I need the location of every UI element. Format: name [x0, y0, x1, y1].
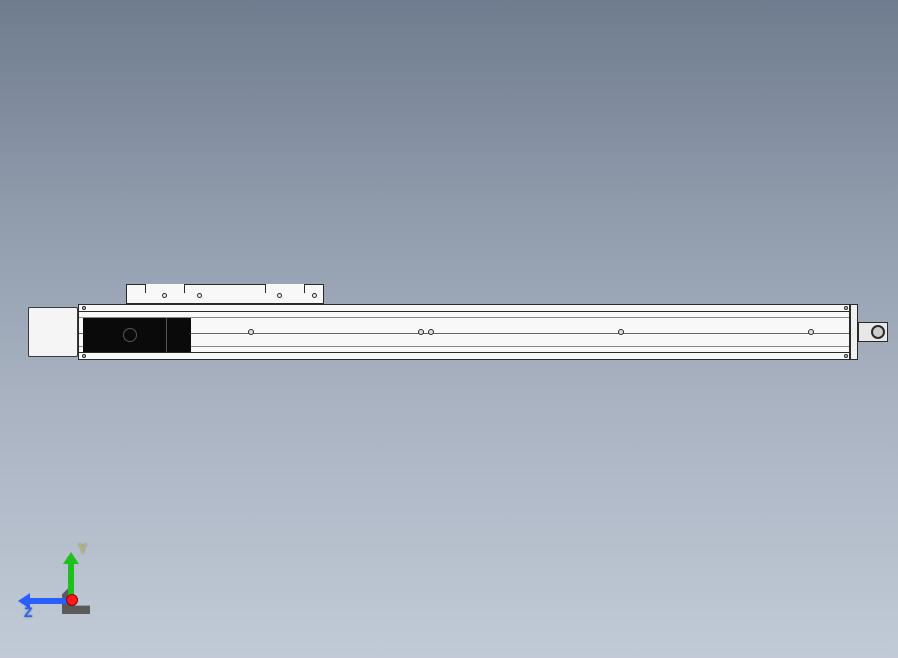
- bracket-notch: [145, 284, 185, 293]
- bracket-hole: [197, 293, 202, 298]
- cad-3d-viewport[interactable]: Y Z: [0, 0, 898, 658]
- z-axis-arrow[interactable]: [28, 598, 68, 604]
- view-axis-triad[interactable]: Y Z: [28, 540, 108, 620]
- shaft-coupler: [858, 322, 888, 342]
- carriage-slot: [166, 318, 191, 352]
- linear-rail-body: [78, 304, 850, 360]
- corner-screw: [82, 354, 86, 358]
- carriage-block: [83, 318, 191, 352]
- rail-mount-hole: [248, 329, 254, 335]
- rail-center-line: [79, 333, 849, 334]
- rail-edge-line: [79, 352, 849, 353]
- rail-mount-hole: [618, 329, 624, 335]
- assembly-model[interactable]: [28, 282, 888, 362]
- bracket-hole: [312, 293, 317, 298]
- bracket-hole: [162, 293, 167, 298]
- z-axis-label: Z: [24, 604, 33, 620]
- coupler-ring: [871, 325, 885, 339]
- corner-screw: [844, 354, 848, 358]
- carriage-bore: [123, 328, 137, 342]
- bracket-hole: [277, 293, 282, 298]
- corner-screw: [82, 306, 86, 310]
- rail-mount-hole: [428, 329, 434, 335]
- rail-mount-hole: [808, 329, 814, 335]
- x-axis-origin-dot[interactable]: [66, 594, 78, 606]
- rail-edge-line: [79, 311, 849, 312]
- rail-channel: [79, 317, 849, 347]
- rail-mount-hole: [418, 329, 424, 335]
- motor-block: [28, 307, 78, 357]
- rail-end-cap: [850, 304, 858, 360]
- carriage-bracket: [126, 284, 324, 304]
- corner-screw: [844, 306, 848, 310]
- bracket-notch: [265, 284, 305, 293]
- y-axis-label: Y: [78, 540, 87, 556]
